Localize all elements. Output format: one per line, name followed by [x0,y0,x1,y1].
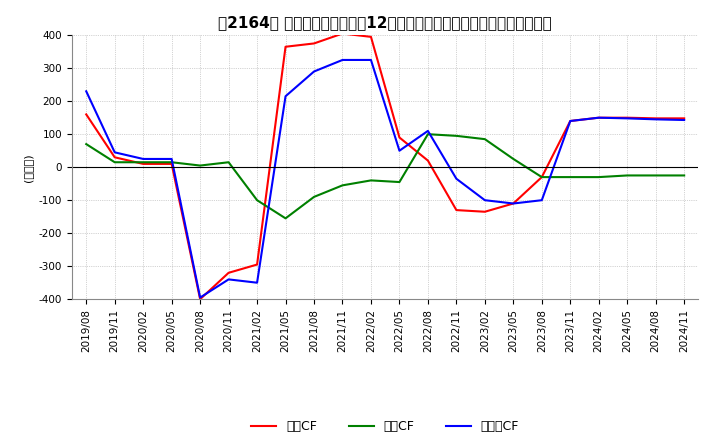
営業CF [652,116,660,121]
フリーCF [537,198,546,203]
フリーCF [652,117,660,122]
営業CF [225,270,233,275]
投資CF [423,132,432,137]
Y-axis label: (百万円): (百万円) [23,153,33,182]
投資CF [366,178,375,183]
フリーCF [310,69,318,74]
投資CF [225,160,233,165]
投資CF [139,160,148,165]
営業CF [452,207,461,213]
投資CF [110,160,119,165]
営業CF [196,297,204,302]
営業CF [395,135,404,140]
営業CF [310,41,318,46]
投資CF [537,174,546,180]
フリーCF [423,128,432,133]
フリーCF [196,295,204,300]
投資CF [282,216,290,221]
営業CF [480,209,489,214]
営業CF [338,31,347,36]
フリーCF [338,57,347,62]
フリーCF [395,148,404,153]
営業CF [253,262,261,267]
投資CF [480,136,489,142]
営業CF [139,161,148,166]
フリーCF [110,150,119,155]
営業CF [82,112,91,117]
営業CF [366,34,375,40]
投資CF [595,174,603,180]
営業CF [680,116,688,121]
Line: フリーCF: フリーCF [86,60,684,297]
投資CF [566,174,575,180]
フリーCF [82,88,91,94]
投資CF [310,194,318,199]
フリーCF [225,277,233,282]
フリーCF [623,116,631,121]
フリーCF [509,201,518,206]
投資CF [338,183,347,188]
投資CF [509,156,518,161]
投資CF [82,141,91,147]
営業CF [282,44,290,49]
投資CF [253,198,261,203]
フリーCF [282,94,290,99]
フリーCF [452,176,461,181]
営業CF [623,115,631,120]
Title: 　2164、 キャッシュフローの12か月移動合計の対前年同期増減額の推移: 2164、 キャッシュフローの12か月移動合計の対前年同期増減額の推移 [218,15,552,30]
投資CF [680,173,688,178]
営業CF [110,154,119,160]
営業CF [566,118,575,124]
フリーCF [139,156,148,161]
フリーCF [253,280,261,286]
投資CF [167,160,176,165]
フリーCF [595,115,603,120]
Line: 投資CF: 投資CF [86,134,684,218]
投資CF [196,163,204,168]
営業CF [595,115,603,120]
フリーCF [167,156,176,161]
投資CF [652,173,660,178]
フリーCF [366,57,375,62]
Line: 営業CF: 営業CF [86,33,684,299]
Legend: 営業CF, 投資CF, フリーCF: 営業CF, 投資CF, フリーCF [246,415,524,438]
営業CF [509,201,518,206]
フリーCF [566,118,575,124]
投資CF [623,173,631,178]
投資CF [452,133,461,139]
フリーCF [680,117,688,123]
営業CF [423,158,432,163]
投資CF [395,180,404,185]
フリーCF [480,198,489,203]
営業CF [167,161,176,166]
営業CF [537,174,546,180]
